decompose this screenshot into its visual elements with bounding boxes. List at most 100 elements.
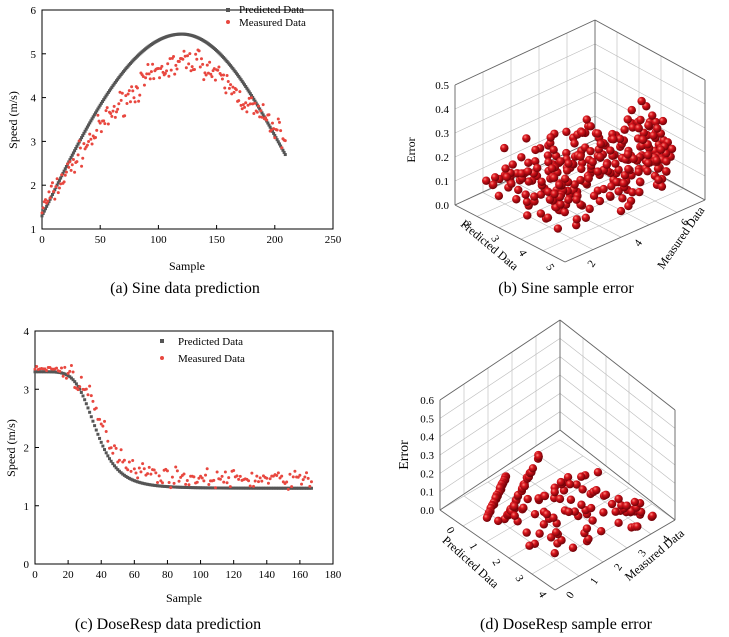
predicted-point [74,147,78,151]
measured-point [199,57,203,61]
measured-point [78,146,82,150]
predicted-point [104,94,108,98]
measured-point [208,60,212,64]
predicted-point [245,486,249,490]
predicted-point [111,462,115,466]
predicted-point [301,486,305,490]
predicted-point [83,398,87,402]
predicted-point [238,486,242,490]
predicted-point [108,89,112,93]
error-sphere [535,529,544,538]
error-sphere [494,191,504,201]
panel-c-y-ticks: 0 1 2 3 4 [24,326,39,571]
b-grid-line [594,43,706,105]
predicted-point [303,486,307,490]
d-y-tick-label: 2 [612,562,625,573]
measured-point [308,484,312,488]
error-sphere [624,201,633,211]
error-sphere [517,153,526,162]
measured-point [77,139,81,143]
measured-point [192,475,196,479]
measured-point [197,49,201,53]
measured-point [160,481,164,485]
error-sphere [596,152,605,162]
panel-c-legend: Predicted Data Measured Data [160,336,245,365]
error-sphere [667,144,677,154]
predicted-point [89,119,93,123]
predicted-point [112,464,116,468]
d-x-tick-label: 4 [536,589,549,600]
c-y-tick-label: 2 [24,443,30,455]
measured-point [57,186,61,190]
b-z-tick-label: 0.1 [435,176,449,188]
measured-point [198,65,202,69]
measured-point [149,472,153,476]
predicted-point [258,486,262,490]
measured-point [161,70,165,74]
b-z-tick-label: 0.2 [435,152,449,164]
error-sphere [539,520,549,529]
predicted-point [80,136,84,140]
predicted-point [147,483,151,487]
b-z-tick-label: 0.3 [435,128,449,140]
measured-point [187,483,191,487]
predicted-point [180,485,184,489]
measured-point [167,74,171,78]
measured-point [255,474,259,478]
measured-point [232,90,236,94]
measured-point [33,367,37,371]
measured-point [167,481,171,485]
measured-point [109,446,113,450]
predicted-point [300,486,304,490]
measured-point [250,96,254,100]
predicted-point [136,480,140,484]
error-sphere [549,173,559,182]
error-sphere [546,133,555,142]
error-sphere [549,145,558,155]
error-sphere [520,481,529,491]
measured-point [98,417,102,421]
error-sphere [651,117,661,127]
measured-point [276,471,280,475]
measured-point [261,103,265,107]
measured-point [232,469,236,473]
measured-point [173,72,177,76]
measured-point [43,198,47,202]
error-sphere [581,213,591,222]
predicted-point [266,121,270,125]
predicted-point [172,485,176,489]
error-sphere [510,502,519,511]
predicted-point [154,484,158,488]
predicted-point [94,428,98,432]
error-sphere [564,159,573,168]
predicted-point [62,169,66,173]
d-box-edge [439,509,556,591]
predicted-point [199,486,203,490]
measured-point [192,68,196,72]
predicted-point [306,486,310,490]
error-sphere [595,196,605,206]
measured-point [66,162,70,166]
predicted-point [207,486,211,490]
predicted-point [241,81,245,85]
predicted-point [69,376,73,380]
predicted-point [208,486,212,490]
measured-point [151,62,155,66]
panel-a-x-ticks: 0 50 100 150 200 250 [39,225,342,246]
d-z-tick-label: 0.6 [420,395,434,407]
error-sphere [609,135,618,144]
error-sphere [578,485,587,494]
error-sphere [577,164,586,174]
error-sphere [563,472,573,482]
predicted-point [61,171,65,175]
b-y-tick-label: 4 [632,237,645,249]
predicted-point [43,207,47,211]
measured-point [168,57,172,61]
error-sphere [593,167,602,176]
error-sphere [556,157,565,166]
measured-point [273,136,277,140]
measured-point [263,116,267,120]
predicted-point [156,484,160,488]
error-sphere [545,195,555,204]
predicted-point [265,486,269,490]
